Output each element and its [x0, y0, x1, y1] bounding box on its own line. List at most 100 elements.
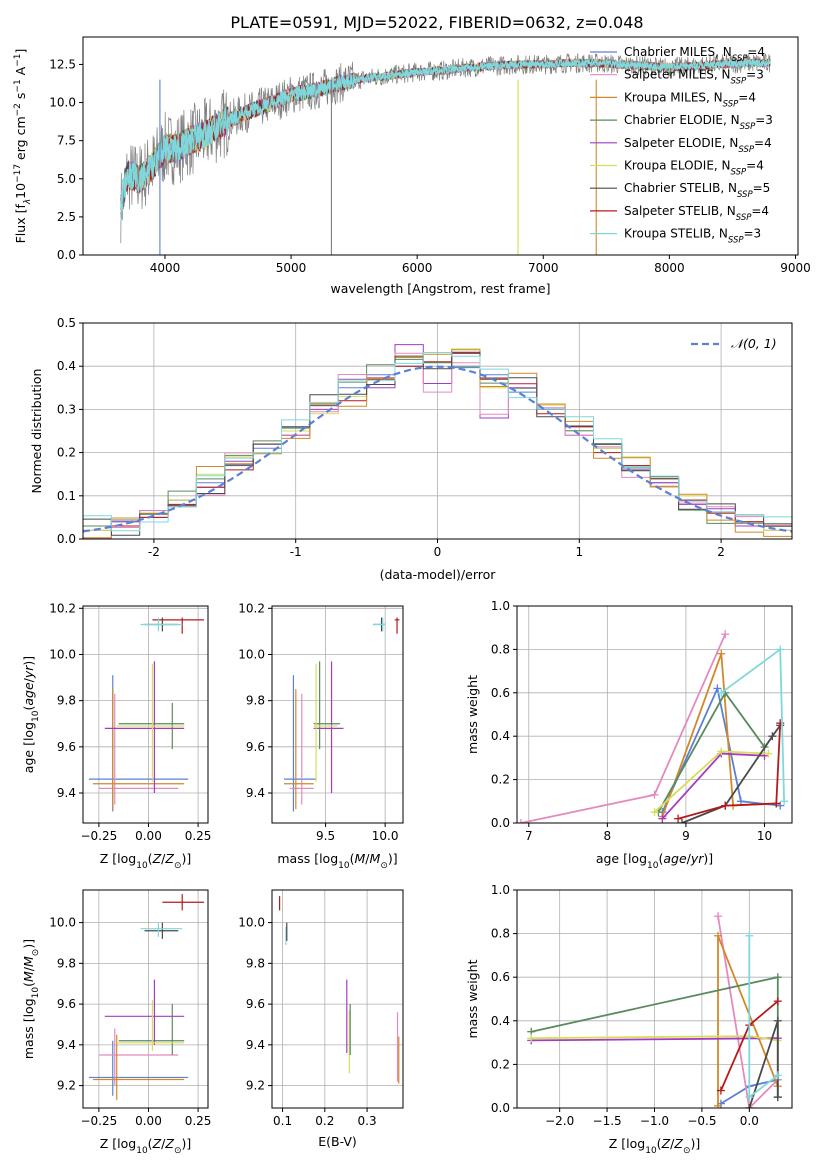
y-tick-label: 0.6 [491, 970, 510, 984]
x-tick-label: 10 [757, 829, 772, 843]
x-axis-label: E(B-V) [318, 1134, 357, 1149]
x-tick-label: 7000 [528, 261, 559, 275]
spectrum-model-line [120, 57, 771, 209]
legend-label: Kroupa ELODIE, NSSP=4 [624, 159, 764, 178]
x-tick-label: 2 [717, 545, 725, 559]
y-tick-label: 0.4 [57, 359, 76, 373]
y-tick-label: 0.2 [491, 773, 510, 787]
x-tick-label: −0.25 [80, 829, 117, 843]
y-axis-label: Flux [fλ10−17 erg cm−2 s−1 A−1] [13, 49, 33, 244]
mass-vs-Z-panel: −0.25 0.00 0.25 9.2 9.4 9.6 9.8 10.0 Z [log10(Z/… [21, 889, 212, 1156]
y-tick-label: 0.3 [57, 402, 76, 416]
x-tick-label: 10.0 [372, 829, 399, 843]
legend-label: Salpeter STELIB, NSSP=4 [624, 204, 769, 223]
x-tick-label: 0.25 [185, 1114, 212, 1128]
y-tick-label: 9.8 [246, 694, 265, 708]
errorbar-marks [279, 896, 400, 1084]
x-axis-label: age [log10(age/yr)] [596, 851, 713, 871]
x-tick-label: -1 [290, 545, 302, 559]
x-tick-label: 0.1 [273, 1114, 292, 1128]
hist-step [83, 352, 792, 539]
x-tick-label: 8000 [654, 261, 685, 275]
axes-frame [82, 36, 799, 256]
legend-label: Chabrier ELODIE, NSSP=3 [624, 113, 773, 132]
residual-panel: -2 -1 0 1 2 0.0 0.1 0.2 0.3 0.4 0.5 (data-model)/er… [29, 316, 793, 582]
legend-label: Salpeter MILES, NSSP=3 [624, 68, 764, 87]
mass-vs-ebv-panel: 0.1 0.2 0.3 9.2 9.4 9.6 9.8 10.0 E(B-V) [238, 889, 404, 1149]
y-axis-label: Normed distribution [29, 369, 44, 494]
weight-series-line [677, 723, 782, 820]
x-tick-label: 4000 [150, 261, 181, 275]
weight-series-line [717, 916, 779, 1108]
x-tick-label: 9.5 [316, 829, 335, 843]
weight-series-line [681, 724, 781, 823]
errorbar-marks [283, 617, 400, 812]
weight-vs-Z-panel: −2.0 −1.5 −1.0 −0.5 0.0 0.0 0.2 0.4 0.6 0.8 1.0 Z [… [465, 883, 793, 1156]
y-tick-label: 0.2 [57, 446, 76, 460]
y-axis-label: mass weight [465, 675, 480, 754]
x-axis-label: (data-model)/error [380, 567, 497, 582]
x-axis-label: mass [log10(M/M⊙)] [277, 851, 397, 871]
legend-label: Kroupa MILES, NSSP=4 [624, 90, 756, 109]
y-tick-label: 10.0 [49, 647, 76, 661]
x-tick-label: 0.0 [740, 1114, 759, 1128]
y-tick-label: 0.8 [491, 642, 510, 656]
x-tick-label: 9000 [780, 261, 811, 275]
x-tick-label: 0.00 [135, 829, 162, 843]
figure-title: PLATE=0591, MJD=52022, FIBERID=0632, z=0… [230, 13, 643, 32]
y-tick-label: 10.2 [49, 601, 76, 615]
x-tick-label: 0.25 [185, 829, 212, 843]
weight-series-line [661, 653, 777, 817]
y-tick-label: 9.4 [246, 1038, 265, 1052]
y-tick-label: 7.5 [57, 134, 76, 148]
y-tick-label: 0.4 [491, 1014, 510, 1028]
y-tick-label: 1.0 [491, 883, 510, 897]
y-tick-label: 9.8 [57, 694, 76, 708]
y-tick-label: 10.0 [49, 916, 76, 930]
x-tick-label: −2.0 [545, 1114, 574, 1128]
y-tick-label: 0.4 [491, 729, 510, 743]
x-axis-label: Z [log10(Z/Z⊙)] [100, 1136, 192, 1156]
x-tick-label: 7 [525, 829, 533, 843]
y-tick-label: 10.0 [49, 96, 76, 110]
y-tick-label: 9.8 [57, 956, 76, 970]
y-tick-label: 9.6 [246, 997, 265, 1011]
age-vs-mass-panel: 9.5 10.0 9.4 9.6 9.8 10.0 10.2 mass [log10(M/M⊙… [238, 601, 404, 871]
x-tick-label: 8 [604, 829, 612, 843]
panels-group: 4000 5000 6000 7000 8000 90000.02.55.07.510.0… [13, 36, 811, 1156]
y-tick-label: 0.1 [57, 489, 76, 503]
weight-series-line [748, 935, 779, 1099]
y-tick-label: 9.6 [57, 740, 76, 754]
y-axis-label: mass [log10(M/M⊙)] [21, 939, 41, 1059]
x-tick-label: 0.3 [358, 1114, 377, 1128]
legend-label: Chabrier STELIB, NSSP=5 [624, 181, 770, 200]
axes-frame [82, 605, 209, 824]
x-tick-label: −1.0 [640, 1114, 669, 1128]
y-tick-label: 9.8 [246, 956, 265, 970]
x-tick-label: 6000 [402, 261, 433, 275]
weight-vs-age-panel: 7 8 9 10 0.0 0.2 0.4 0.6 0.8 1.0 age [log10(age/yr… [465, 599, 793, 871]
y-tick-label: 9.6 [57, 997, 76, 1011]
weight-lines [517, 630, 789, 823]
y-tick-label: 5.0 [57, 172, 76, 186]
x-axis-label: Z [log10(Z/Z⊙)] [609, 1136, 701, 1156]
weight-lines [527, 912, 782, 1108]
x-tick-label: 0.00 [135, 1114, 162, 1128]
weight-series-line [531, 1037, 778, 1042]
y-tick-label: 0.5 [57, 316, 76, 330]
spectrum-panel: 4000 5000 6000 7000 8000 9000 0.0 2.5 5.0 7.5 10.0… [13, 36, 811, 296]
errorbar-marks [88, 894, 205, 1100]
normal-curve [83, 365, 792, 533]
axes-frame [516, 605, 793, 824]
y-tick-label: 9.4 [57, 1038, 76, 1052]
y-tick-label: 10.0 [238, 647, 265, 661]
x-tick-label: 0 [434, 545, 442, 559]
y-tick-label: 9.6 [246, 740, 265, 754]
y-tick-label: 9.4 [246, 786, 265, 800]
y-tick-label: 12.5 [49, 57, 76, 71]
x-tick-label: −0.5 [687, 1114, 716, 1128]
y-tick-label: 0.0 [491, 1101, 510, 1115]
y-tick-label: 10.2 [238, 601, 265, 615]
y-tick-label: 0.8 [491, 927, 510, 941]
